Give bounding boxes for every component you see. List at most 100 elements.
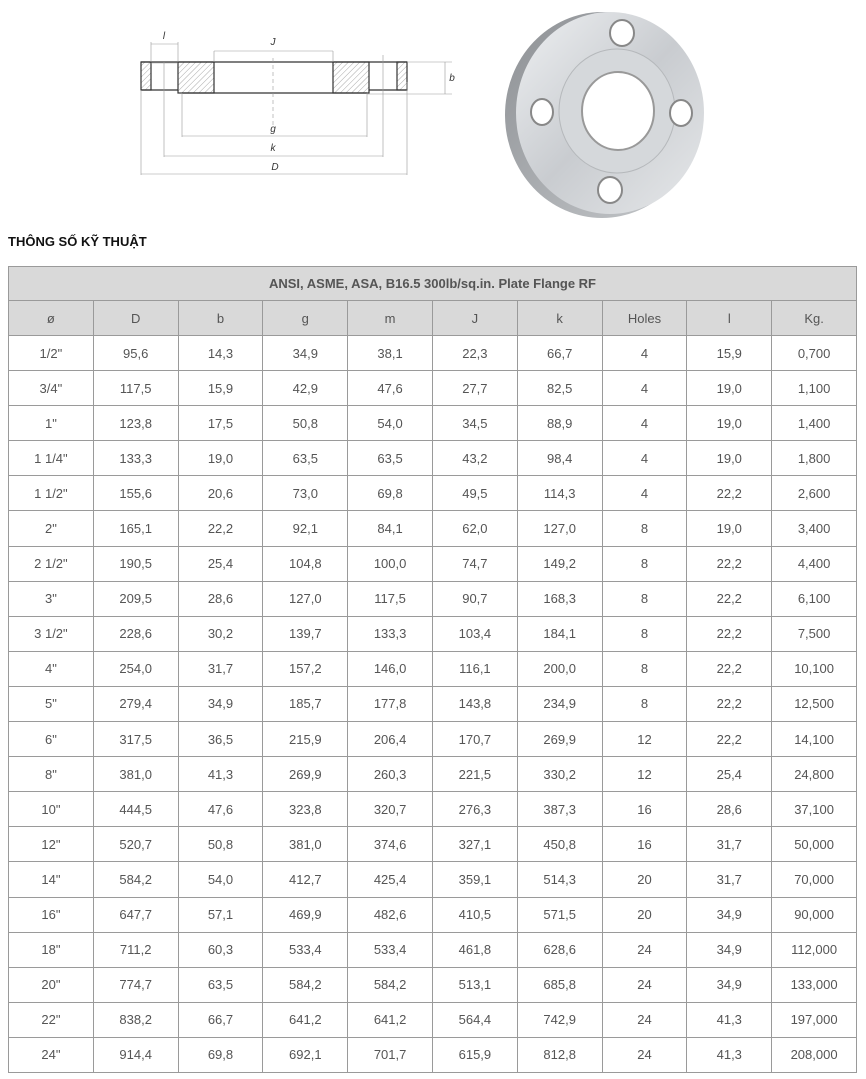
table-cell: 54,0: [347, 405, 433, 442]
table-cell: 234,9: [516, 685, 603, 723]
table-row: 16" 647,7 57,1 469,9 482,6 410,5 571,5 20 34,9 90…: [8, 896, 857, 933]
table-cell: 17,5: [177, 405, 264, 442]
table-cell: 1,100: [771, 370, 857, 407]
table-cell: 228,6: [92, 615, 179, 652]
table-row: 10" 444,5 47,6 323,8 320,7 276,3 387,3 16 28,6 37…: [8, 791, 857, 828]
label-b: b: [449, 73, 455, 84]
table-cell: 36,5: [177, 721, 264, 758]
table-cell: 8: [601, 615, 688, 652]
table-cell: 4: [601, 334, 688, 372]
table-cell: 514,3: [516, 861, 603, 898]
table-cell: 47,6: [347, 370, 433, 407]
table-cell: 98,4: [516, 440, 603, 477]
table-cell: 133,000: [771, 966, 857, 1003]
table-cell: 327,1: [431, 826, 518, 863]
table-cell: 22,2: [686, 475, 773, 512]
table-cell: 209,5: [92, 580, 179, 617]
table-cell: 149,2: [516, 545, 603, 582]
table-cell: 73,0: [262, 475, 349, 512]
table-cell: 412,7: [262, 861, 349, 898]
table-cell: 139,7: [262, 615, 349, 652]
table-cell: 320,7: [347, 791, 433, 828]
table-cell: 24,800: [771, 756, 857, 793]
table-cell: 41,3: [686, 1036, 773, 1073]
table-cell: 425,4: [347, 861, 433, 898]
table-cell: 215,9: [262, 721, 349, 758]
table-cell: 22,2: [177, 510, 264, 547]
table-row: 24" 914,4 69,8 692,1 701,7 615,9 812,8 24 41,3 20…: [8, 1036, 857, 1073]
table-cell: 359,1: [431, 861, 518, 898]
table-cell: 584,2: [262, 966, 349, 1003]
table-cell: 50,000: [771, 826, 857, 863]
table-cell: 95,6: [92, 334, 179, 372]
table-cell: 24": [8, 1036, 94, 1073]
table-row: 14" 584,2 54,0 412,7 425,4 359,1 514,3 20 31,7 70…: [8, 861, 857, 898]
table-cell: 381,0: [92, 756, 179, 793]
table-cell: 24: [601, 1001, 688, 1038]
table-cell: 62,0: [431, 510, 518, 547]
table-cell: 15,9: [177, 370, 264, 407]
table-cell: 4: [601, 405, 688, 442]
label-J: J: [270, 37, 277, 48]
table-cell: 19,0: [686, 510, 773, 547]
column-header: Kg.: [771, 300, 857, 336]
table-cell: 701,7: [347, 1036, 433, 1073]
table-cell: 12,500: [771, 685, 857, 723]
table-cell: 184,1: [516, 615, 603, 652]
table-row: 3 1/2" 228,6 30,2 139,7 133,3 103,4 184,1 8 22,2…: [8, 615, 857, 652]
table-cell: 104,8: [262, 545, 349, 582]
table-cell: 177,8: [347, 685, 433, 723]
table-cell: 221,5: [431, 756, 518, 793]
table-cell: 170,7: [431, 721, 518, 758]
table-row: 1" 123,8 17,5 50,8 54,0 34,5 88,9 4 19,0 1,400: [8, 405, 857, 442]
table-row: 6" 317,5 36,5 215,9 206,4 170,7 269,9 12 22,2 14,…: [8, 721, 857, 758]
column-header: Holes: [601, 300, 688, 336]
table-row: 18" 711,2 60,3 533,4 533,4 461,8 628,6 24 34,9 11…: [8, 931, 857, 968]
table-cell: 12": [8, 826, 94, 863]
table-cell: 2,600: [771, 475, 857, 512]
table-cell: 641,2: [347, 1001, 433, 1038]
table-row: 20" 774,7 63,5 584,2 584,2 513,1 685,8 24 34,9 13…: [8, 966, 857, 1003]
table-cell: 38,1: [347, 334, 433, 372]
table-cell: 12: [601, 721, 688, 758]
table-cell: 330,2: [516, 756, 603, 793]
table-cell: 206,4: [347, 721, 433, 758]
table-cell: 4,400: [771, 545, 857, 582]
column-header: D: [92, 300, 179, 336]
table-cell: 70,000: [771, 861, 857, 898]
table-cell: 50,8: [262, 405, 349, 442]
table-cell: 49,5: [431, 475, 518, 512]
table-cell: 482,6: [347, 896, 433, 933]
table-cell: 14,100: [771, 721, 857, 758]
table-cell: 112,000: [771, 931, 857, 968]
table-cell: 8: [601, 510, 688, 547]
flange-photo: [505, 12, 704, 218]
table-cell: 34,9: [262, 334, 349, 372]
table-cell: 1 1/2": [8, 475, 94, 512]
table-cell: 8: [601, 580, 688, 617]
table-row: 3" 209,5 28,6 127,0 117,5 90,7 168,3 8 22,2 6,100: [8, 580, 857, 617]
table-cell: 41,3: [686, 1001, 773, 1038]
table-cell: 63,5: [347, 440, 433, 477]
table-cell: 647,7: [92, 896, 179, 933]
table-cell: 14": [8, 861, 94, 898]
table-cell: 15,9: [686, 334, 773, 372]
table-cell: 1,400: [771, 405, 857, 442]
table-cell: 28,6: [686, 791, 773, 828]
table-cell: 1/2": [8, 334, 94, 372]
flange-spec-table: ANSI, ASME, ASA, B16.5 300lb/sq.in. Plat…: [8, 266, 857, 1073]
table-cell: 50,8: [177, 826, 264, 863]
table-cell: 190,5: [92, 545, 179, 582]
table-cell: 5": [8, 685, 94, 723]
table-cell: 0,700: [771, 334, 857, 372]
table-cell: 1 1/4": [8, 440, 94, 477]
table-cell: 168,3: [516, 580, 603, 617]
table-cell: 28,6: [177, 580, 264, 617]
table-cell: 838,2: [92, 1001, 179, 1038]
table-cell: 133,3: [347, 615, 433, 652]
table-cell: 16: [601, 791, 688, 828]
table-cell: 31,7: [177, 650, 264, 687]
table-cell: 16: [601, 826, 688, 863]
column-header: k: [516, 300, 603, 336]
table-cell: 774,7: [92, 966, 179, 1003]
